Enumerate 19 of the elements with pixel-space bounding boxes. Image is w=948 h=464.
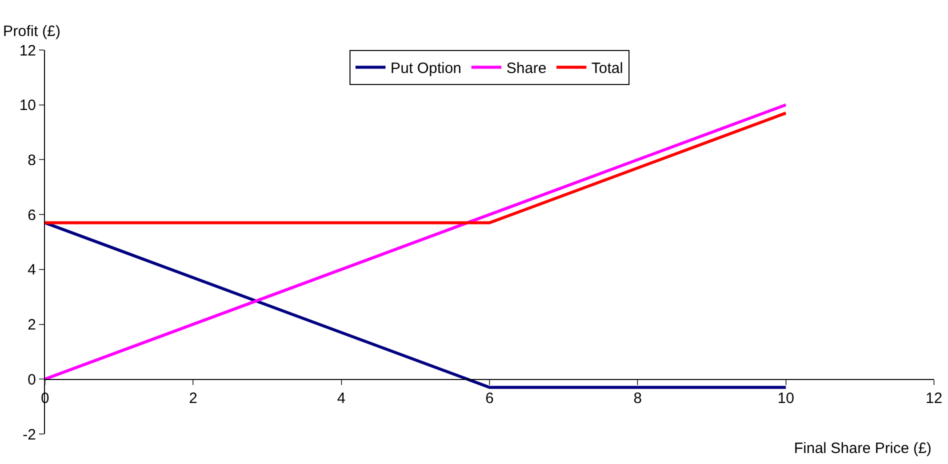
y-tick-label: 0	[28, 371, 36, 388]
legend-label: Total	[591, 60, 624, 78]
x-axis-title: Final Share Price (£)	[794, 440, 932, 457]
y-tick-label: 4	[28, 262, 36, 279]
y-tick-label: 8	[28, 152, 36, 169]
x-tick-label: 8	[634, 390, 642, 408]
x-tick-label: 12	[926, 390, 942, 408]
y-axis-title: Profit (£)	[3, 23, 61, 40]
legend-label: Share	[506, 60, 546, 78]
legend-label: Put Option	[390, 60, 462, 78]
y-tick-label: 10	[19, 97, 36, 114]
y-tick-label: 12	[19, 42, 36, 60]
x-tick-label: 4	[337, 390, 346, 408]
x-tick-label: 10	[777, 390, 794, 408]
x-tick-label: 2	[189, 390, 198, 408]
y-tick-label: 2	[28, 316, 36, 334]
y-tick-label: 6	[28, 206, 36, 224]
y-tick-label: -2	[22, 426, 36, 444]
x-tick-label: 6	[485, 390, 494, 408]
